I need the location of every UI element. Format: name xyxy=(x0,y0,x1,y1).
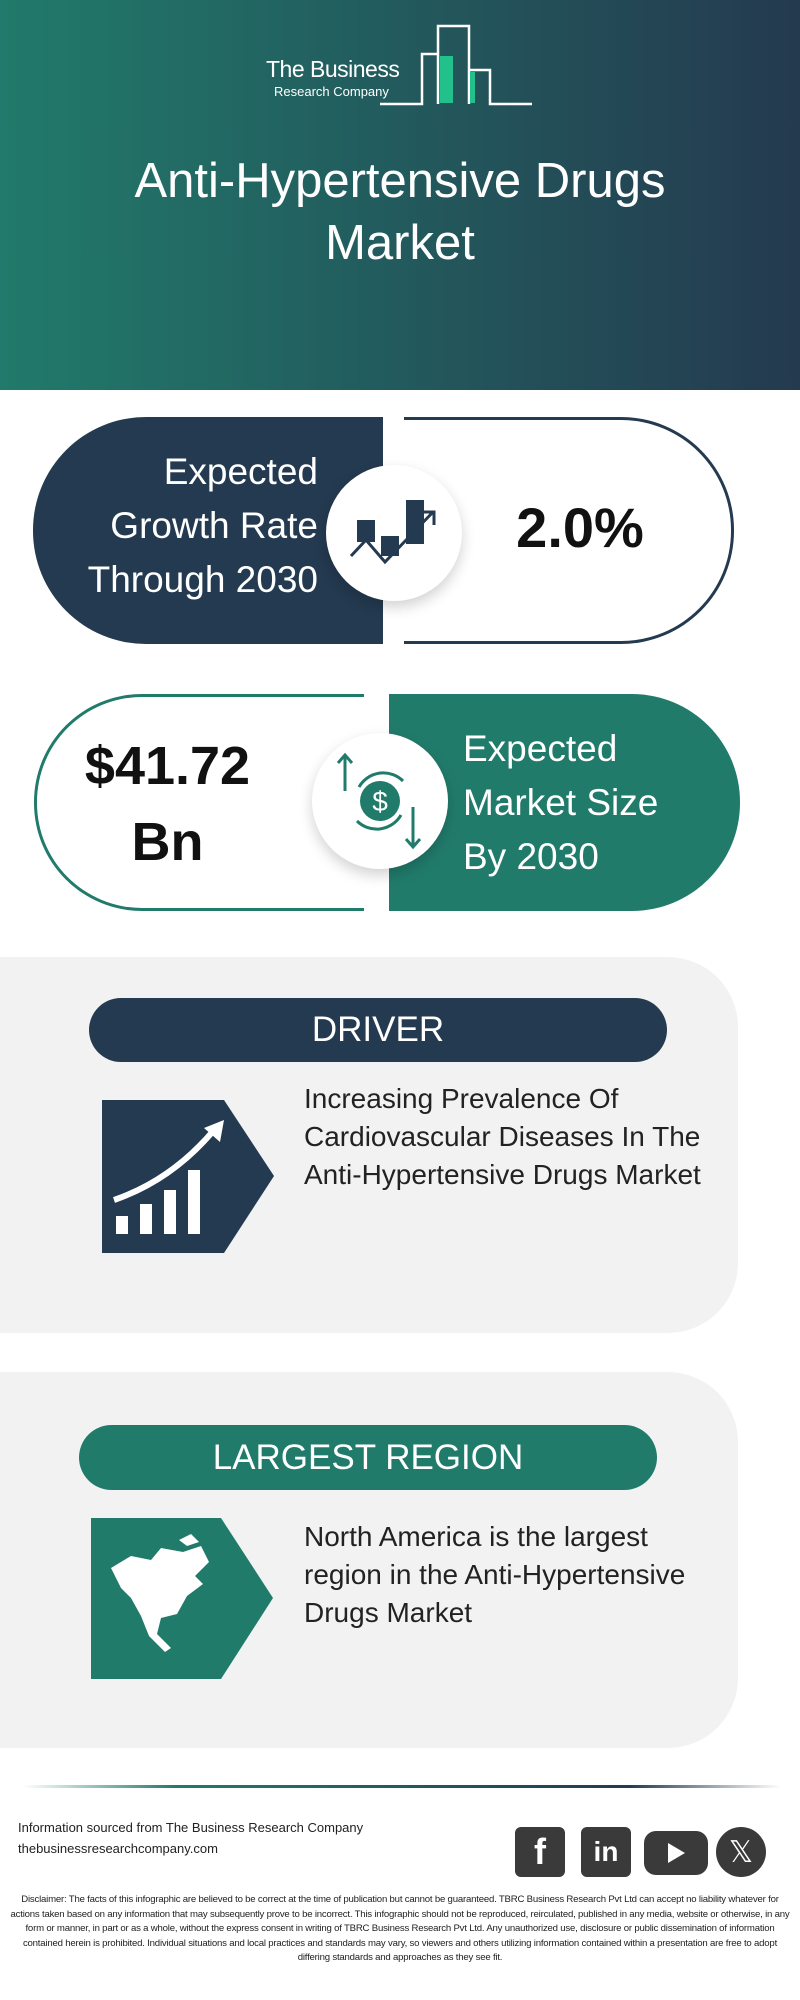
market-size-value-panel xyxy=(34,694,364,911)
youtube-icon[interactable] xyxy=(644,1831,708,1875)
driver-text: Increasing Prevalence Of Cardiovascular … xyxy=(304,1083,701,1190)
linkedin-icon[interactable]: in xyxy=(581,1827,631,1877)
page-title: Anti-Hypertensive Drugs Market xyxy=(134,154,666,270)
dollar-exchange-icon: $ xyxy=(336,752,422,850)
company-logo: The Business Research Company xyxy=(0,0,800,120)
market-size-icon-circle: $ xyxy=(312,733,448,869)
chart-growth-icon xyxy=(349,500,436,565)
rising-bars-icon xyxy=(102,1100,274,1253)
growth-rate-panel xyxy=(33,417,383,644)
facebook-icon[interactable]: f xyxy=(515,1827,565,1877)
growth-icon-circle xyxy=(326,465,462,601)
market-size-label: Expected Market Size By 2030 xyxy=(463,728,659,877)
source-text: Information sourced from The Business Re… xyxy=(18,1820,364,1835)
driver-heading: DRIVER xyxy=(89,998,667,1062)
region-text: North America is the largest region in t… xyxy=(304,1521,686,1628)
north-america-map-icon xyxy=(91,1518,273,1679)
x-icon[interactable]: 𝕏 xyxy=(716,1827,766,1877)
svg-text:$: $ xyxy=(372,786,388,817)
logo-buildings-icon xyxy=(380,24,532,106)
website-link[interactable]: thebusinessresearchcompany.com xyxy=(18,1841,218,1856)
header-banner: The Business Research Company Anti-Hyper… xyxy=(0,0,800,390)
disclaimer-text: Disclaimer: The facts of this infographi… xyxy=(10,1894,790,1964)
footer-divider xyxy=(23,1785,781,1788)
growth-value-panel xyxy=(404,417,734,644)
growth-rate-label: Expected Growth Rate Through 2030 xyxy=(87,451,318,600)
region-heading: LARGEST REGION xyxy=(79,1425,657,1490)
growth-rate-value: 2.0% xyxy=(516,496,644,559)
market-size-value: $41.72 Bn xyxy=(84,736,251,872)
